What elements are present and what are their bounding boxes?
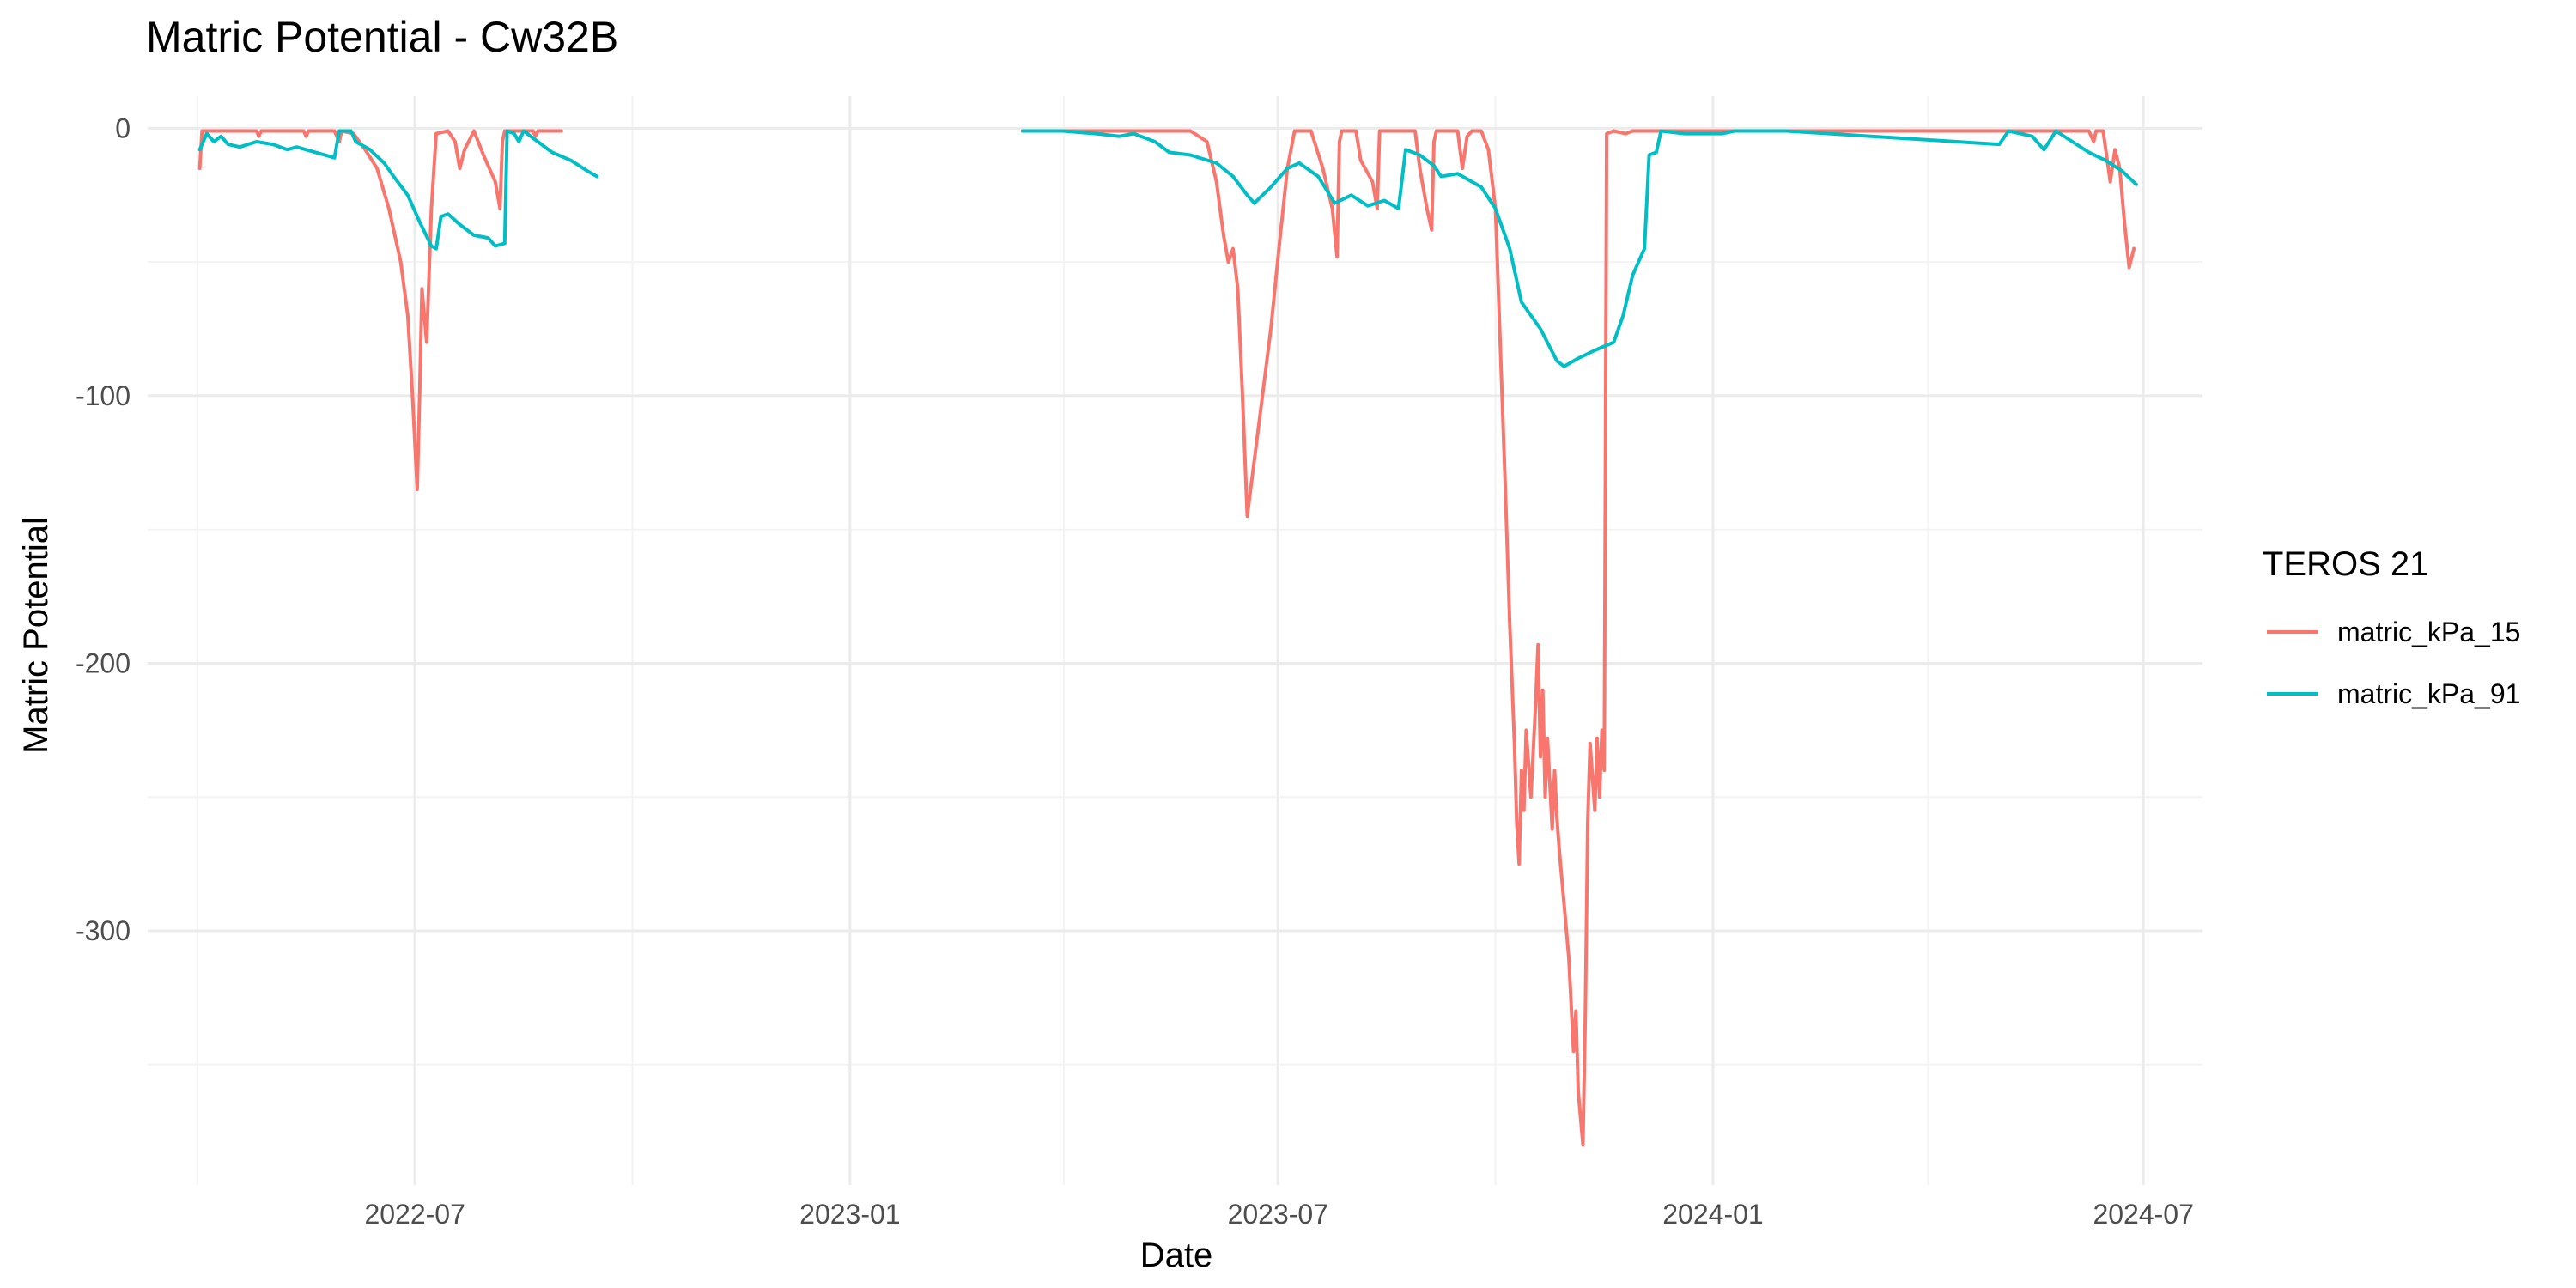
- series-line-matric_kPa_91: [197, 129, 599, 251]
- series-lines: [197, 129, 2138, 1147]
- chart-title: Matric Potential - Cw32B: [146, 13, 618, 61]
- y-tick-label: -300: [76, 915, 131, 946]
- x-tick-label: 2022-07: [364, 1199, 465, 1230]
- x-tick-label: 2023-07: [1228, 1199, 1328, 1230]
- series-line-matric_kPa_15: [197, 129, 563, 491]
- series-line-matric_kPa_91: [1020, 129, 2138, 368]
- x-tick-label: 2024-07: [2093, 1199, 2193, 1230]
- x-axis-title: Date: [1140, 1236, 1213, 1274]
- legend-label-matric_kPa_91: matric_kPa_91: [2337, 678, 2520, 709]
- y-axis-title: Matric Potential: [17, 517, 55, 754]
- y-tick-label: -100: [76, 380, 131, 411]
- legend: TEROS 21 matric_kPa_15 matric_kPa_91: [2263, 545, 2520, 709]
- legend-label-matric_kPa_15: matric_kPa_15: [2337, 617, 2520, 647]
- legend-title: TEROS 21: [2263, 545, 2428, 583]
- y-tick-label: -200: [76, 647, 131, 678]
- x-tick-label: 2023-01: [799, 1199, 900, 1230]
- x-tick-label: 2024-01: [1662, 1199, 1763, 1230]
- x-axis-ticks: 2022-07 2023-01 2023-07 2024-01 2024-07: [364, 1199, 2193, 1230]
- series-line-matric_kPa_15: [1020, 129, 2136, 1147]
- y-tick-label: 0: [115, 112, 131, 143]
- y-axis-ticks: 0 -100 -200 -300: [76, 112, 131, 946]
- grid-lines: [148, 96, 2202, 1185]
